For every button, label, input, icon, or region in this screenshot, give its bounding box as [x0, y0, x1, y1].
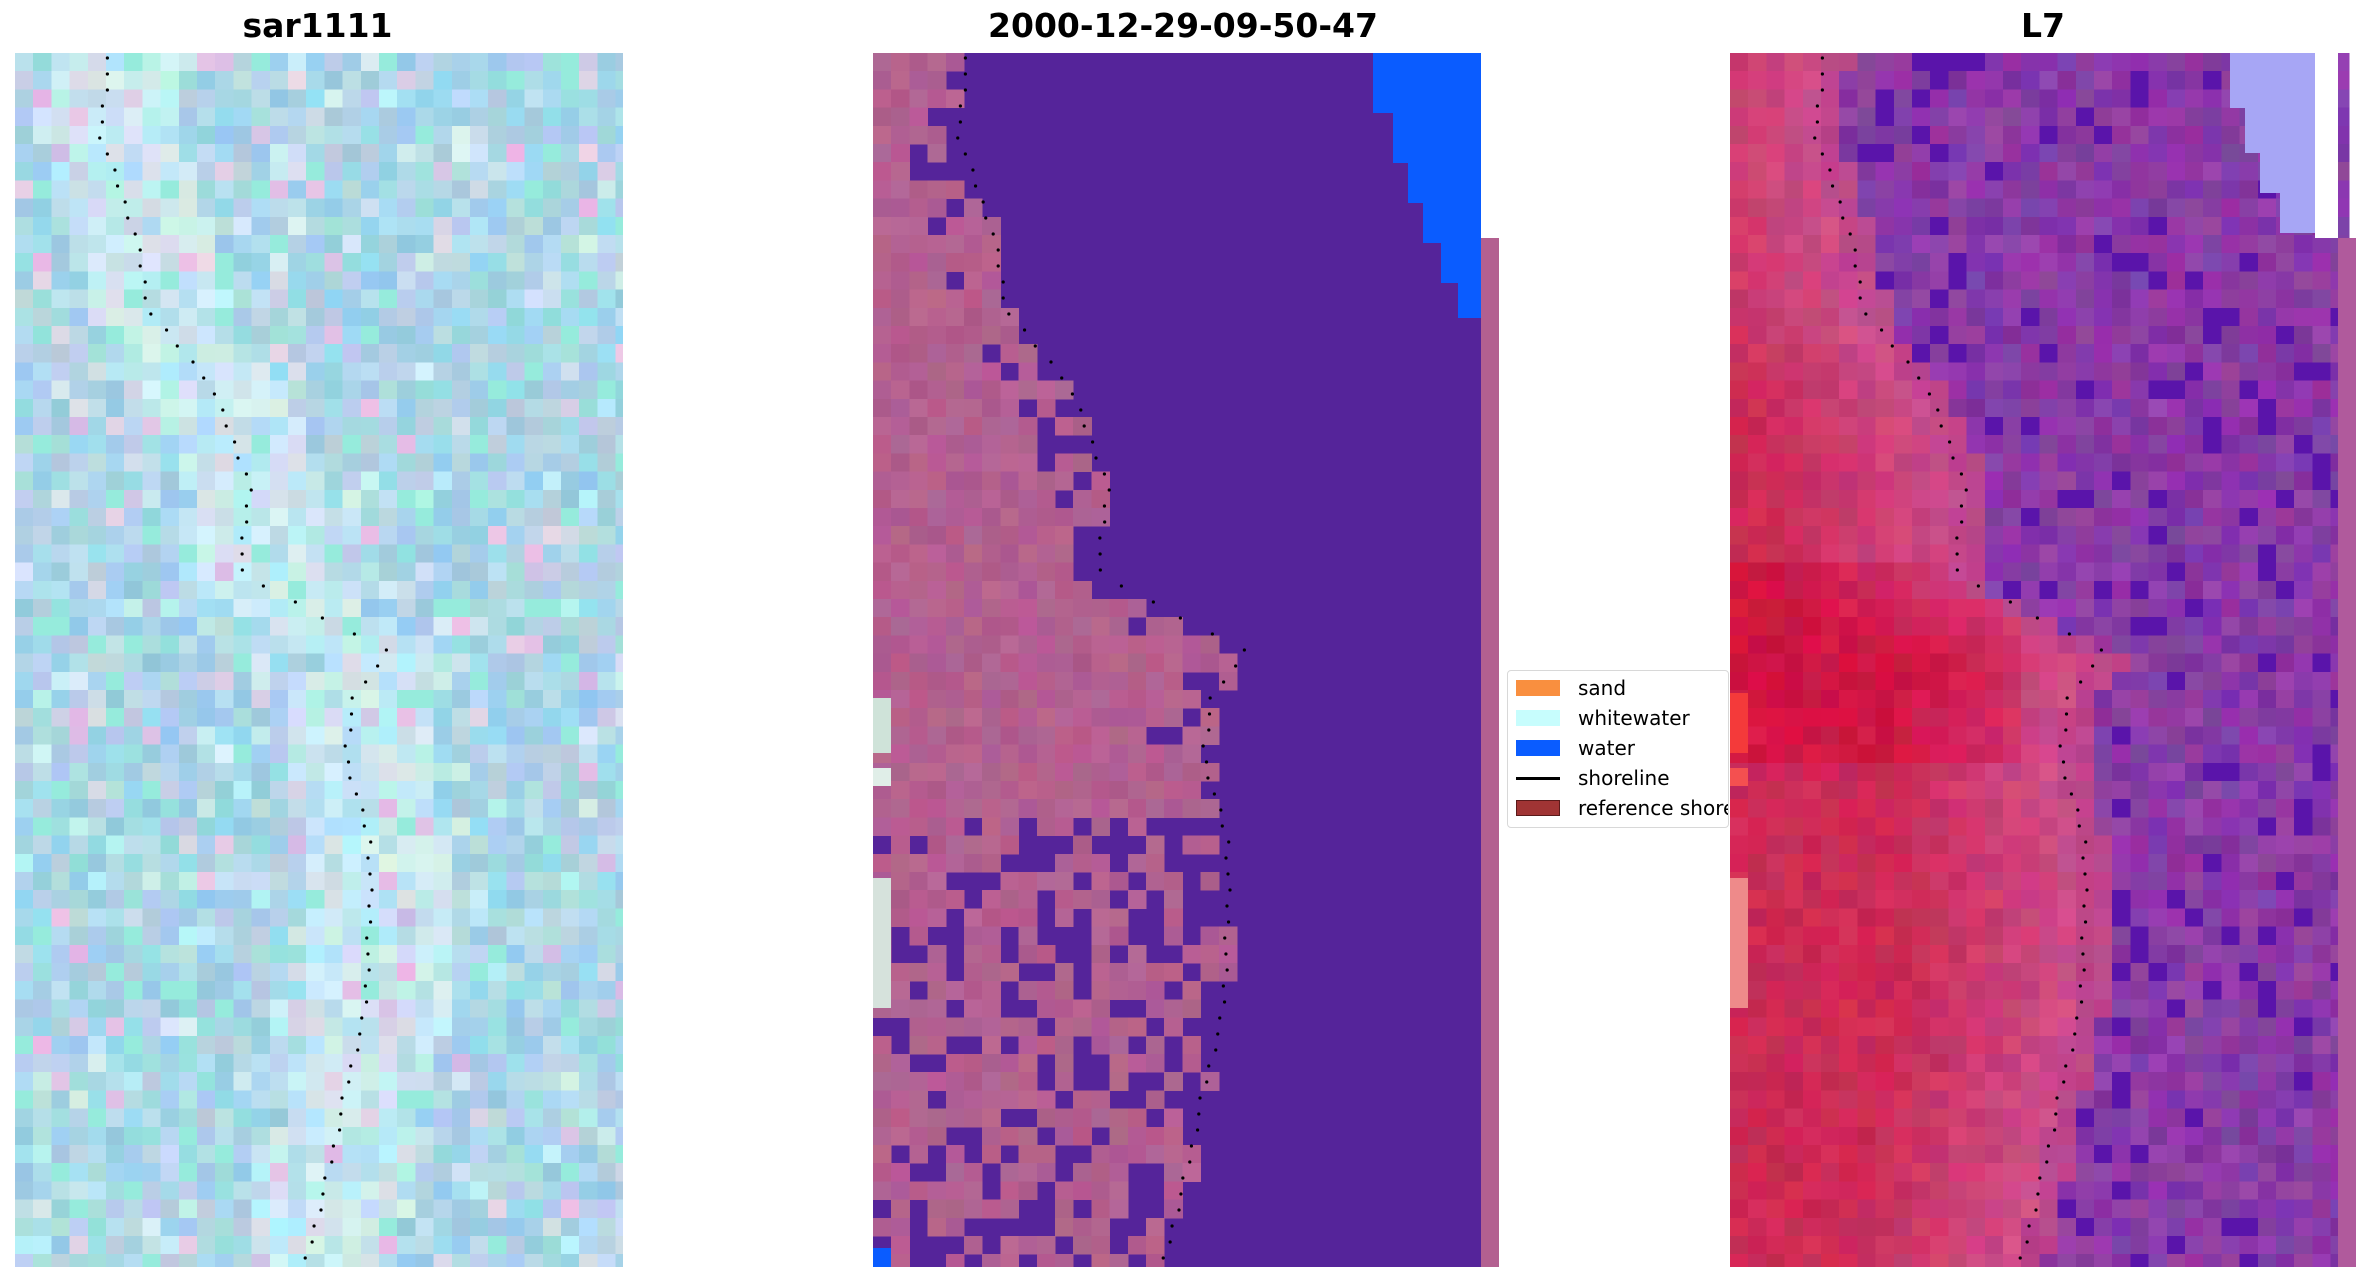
- water-corner-patch: [1373, 53, 1481, 113]
- classified-image: [873, 53, 1499, 1267]
- legend-item-shoreline: shoreline: [1516, 766, 1670, 790]
- edge-strip: [2338, 238, 2356, 1267]
- legend-label: sand: [1578, 676, 1627, 700]
- water-corner-patch: [873, 1248, 891, 1267]
- panel-title-date: 2000-12-29-09-50-47: [988, 6, 1378, 45]
- legend-item-reference-shoreline: reference shoreline: [1516, 796, 1728, 820]
- l7-image: [1730, 53, 2356, 1267]
- whitewater-swatch: [1516, 710, 1560, 726]
- legend-item-water: water: [1516, 736, 1635, 760]
- legend-label: reference shoreline: [1578, 796, 1728, 820]
- water-swatch: [1516, 740, 1560, 756]
- water-corner-patch: [1458, 283, 1481, 318]
- legend-label: shoreline: [1578, 766, 1670, 790]
- water-corner-patch: [1423, 203, 1481, 243]
- shoreline-dots: [956, 56, 1246, 1260]
- sand-swatch: [1516, 680, 1560, 696]
- water-corner-patch: [1441, 243, 1481, 283]
- sar-image: [15, 53, 623, 1267]
- legend-item-sand: sand: [1516, 676, 1626, 700]
- water-corner-patch: [1408, 163, 1481, 203]
- shoreline-dots: [1813, 56, 2103, 1260]
- legend-label: water: [1578, 736, 1635, 760]
- panel-title-l7: L7: [2021, 6, 2065, 45]
- panel-title-sar: sar1111: [242, 6, 393, 45]
- shoreline-line-swatch: [1516, 776, 1560, 780]
- legend-item-whitewater: whitewater: [1516, 706, 1690, 730]
- reference-shoreline-swatch: [1516, 800, 1560, 816]
- water-corner-patch: [1393, 113, 1481, 163]
- legend-label: whitewater: [1578, 706, 1690, 730]
- shoreline-dots: [98, 56, 388, 1260]
- edge-strip: [1481, 238, 1499, 1267]
- legend: sand whitewater water shoreline referenc…: [1507, 670, 1729, 828]
